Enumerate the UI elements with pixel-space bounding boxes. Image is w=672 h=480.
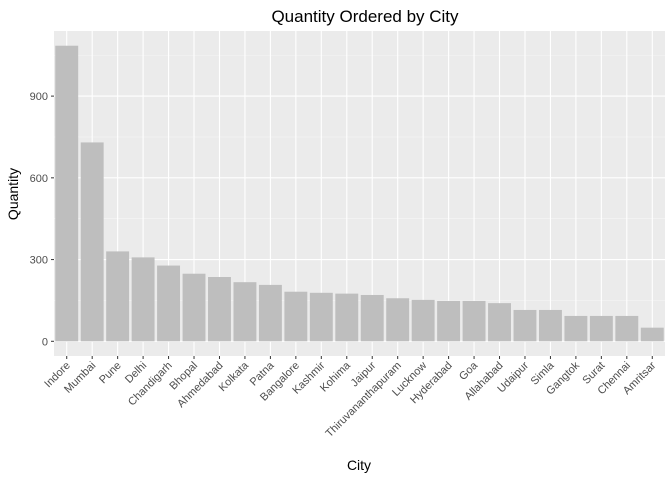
y-tick-label: 300	[30, 255, 48, 267]
bar	[462, 300, 486, 342]
bar	[360, 294, 384, 342]
bar	[80, 142, 104, 342]
bar	[488, 303, 511, 342]
y-tick-label: 600	[30, 173, 48, 185]
bar	[106, 251, 130, 342]
bar	[564, 315, 588, 342]
bar	[208, 276, 231, 342]
bar	[157, 265, 181, 342]
bar	[640, 327, 664, 342]
bar	[411, 299, 435, 342]
bar	[513, 309, 537, 342]
plot-panel	[54, 31, 665, 356]
x-tick-label: Pune	[97, 360, 124, 387]
bar	[386, 298, 410, 342]
y-tick-label: 900	[30, 91, 48, 103]
bar	[437, 300, 461, 342]
bars	[55, 45, 664, 342]
x-tick-label: Kolkata	[217, 359, 252, 394]
bar	[233, 282, 257, 342]
bar	[335, 293, 359, 342]
bar	[284, 291, 308, 342]
y-axis-ticks: 0 300 600 900	[30, 91, 54, 348]
y-tick-label: 0	[42, 336, 48, 348]
bar	[182, 273, 206, 342]
bar	[538, 309, 562, 342]
bar	[131, 257, 155, 342]
x-axis-title: City	[347, 457, 371, 473]
bar	[615, 315, 639, 342]
bar	[309, 292, 333, 342]
bar	[589, 315, 613, 342]
y-axis-title: Quantity	[5, 168, 21, 220]
chart-title: Quantity Ordered by City	[271, 7, 459, 26]
minor-gridlines	[54, 54, 665, 301]
bar	[55, 45, 79, 342]
bar	[258, 284, 282, 342]
